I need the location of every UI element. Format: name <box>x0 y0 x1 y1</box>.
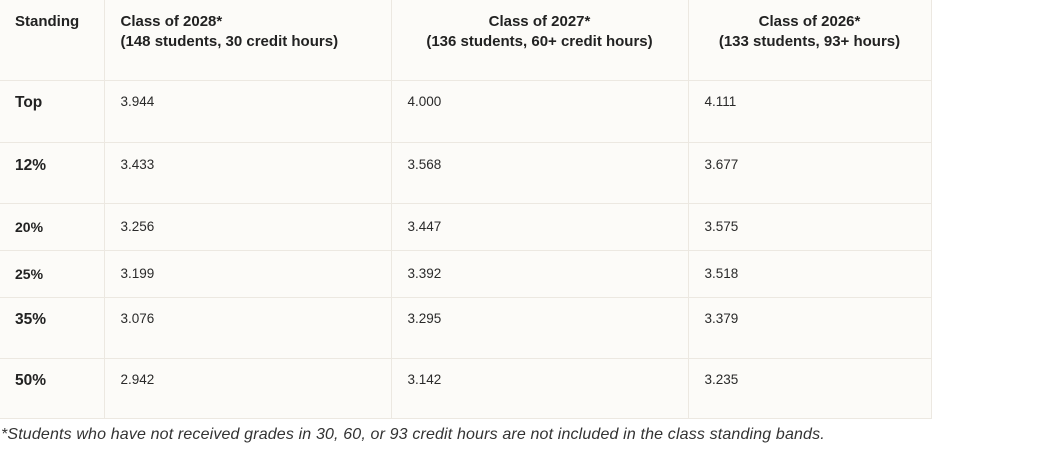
gpa-value: 3.379 <box>704 310 739 326</box>
gpa-cell-2026: 3.518 <box>687 249 932 298</box>
gpa-value: 3.568 <box>407 156 442 172</box>
class-standing-table-container: Standing Class of 2028* (148 students, 3… <box>0 0 932 419</box>
header-class-2027-subtitle: (136 students, 60+ credit hours) <box>426 33 653 50</box>
gpa-value: 3.199 <box>120 265 155 281</box>
standing-cell: 12% <box>0 141 105 204</box>
gpa-cell-2028: 3.433 <box>103 141 392 204</box>
gpa-value: 3.518 <box>704 265 739 281</box>
gpa-cell-2026: 3.677 <box>687 141 932 204</box>
standing-cell: 20% <box>0 202 105 251</box>
gpa-value: 3.575 <box>704 218 739 234</box>
gpa-value: 3.295 <box>407 310 442 326</box>
standing-label: 20% <box>15 218 44 235</box>
gpa-value: 4.111 <box>704 93 737 109</box>
gpa-cell-2026: 3.235 <box>687 357 932 419</box>
gpa-cell-2027: 3.568 <box>390 141 689 204</box>
gpa-cell-2027: 3.142 <box>390 357 689 419</box>
table-footnote: *Students who have not received grades i… <box>1 426 825 443</box>
gpa-cell-2028: 3.199 <box>103 249 392 298</box>
gpa-value: 3.392 <box>407 265 442 281</box>
table-header-row: Standing Class of 2028* (148 students, 3… <box>0 0 932 81</box>
gpa-cell-2026: 3.379 <box>687 296 932 359</box>
gpa-cell-2026: 3.575 <box>687 202 932 251</box>
gpa-cell-2026: 4.111 <box>687 80 932 143</box>
gpa-cell-2027: 3.392 <box>390 249 689 298</box>
header-class-2028-title: Class of 2028* <box>120 13 223 30</box>
gpa-cell-2027: 3.295 <box>390 296 689 359</box>
gpa-value: 3.076 <box>120 310 155 326</box>
gpa-cell-2027: 3.447 <box>390 202 689 251</box>
gpa-value: 3.235 <box>704 371 739 387</box>
gpa-cell-2028: 2.942 <box>103 357 392 419</box>
table-row: 35% 3.076 3.295 3.379 <box>0 296 932 359</box>
standing-cell: 35% <box>0 296 105 359</box>
gpa-value: 3.256 <box>120 218 155 234</box>
table-row: 20% 3.256 3.447 3.575 <box>0 202 932 251</box>
standing-label: 35% <box>15 310 47 328</box>
header-class-2028-subtitle: (148 students, 30 credit hours) <box>120 33 339 50</box>
table-row: 50% 2.942 3.142 3.235 <box>0 357 932 419</box>
gpa-value: 3.142 <box>407 371 442 387</box>
gpa-cell-2028: 3.944 <box>103 80 392 143</box>
header-class-2028: Class of 2028* (148 students, 30 credit … <box>103 0 392 81</box>
gpa-cell-2027: 4.000 <box>390 80 689 143</box>
standing-cell: 50% <box>0 357 105 419</box>
header-class-2026: Class of 2026* (133 students, 93+ hours) <box>687 0 932 81</box>
table-row: Top 3.944 4.000 4.111 <box>0 80 932 143</box>
gpa-cell-2028: 3.256 <box>103 202 392 251</box>
header-class-2027-title: Class of 2027* <box>488 13 591 30</box>
table-row: 25% 3.199 3.392 3.518 <box>0 249 932 298</box>
gpa-value: 3.944 <box>120 93 155 109</box>
header-class-2027: Class of 2027* (136 students, 60+ credit… <box>390 0 689 81</box>
header-class-2026-title: Class of 2026* <box>758 13 861 30</box>
gpa-value: 3.447 <box>407 218 442 234</box>
standing-label: 12% <box>15 156 47 174</box>
header-standing: Standing <box>0 0 105 81</box>
class-standing-table: Standing Class of 2028* (148 students, 3… <box>0 0 932 419</box>
table-row: 12% 3.433 3.568 3.677 <box>0 141 932 204</box>
header-standing-label: Standing <box>15 13 80 30</box>
gpa-cell-2028: 3.076 <box>103 296 392 359</box>
gpa-value: 3.677 <box>704 156 739 172</box>
standing-label: 25% <box>15 265 44 282</box>
standing-cell: 25% <box>0 249 105 298</box>
standing-cell: Top <box>0 80 105 143</box>
standing-label: 50% <box>15 371 47 389</box>
standing-label: Top <box>15 93 43 111</box>
header-class-2026-subtitle: (133 students, 93+ hours) <box>718 33 901 50</box>
gpa-value: 4.000 <box>407 93 442 109</box>
gpa-value: 3.433 <box>120 156 155 172</box>
gpa-value: 2.942 <box>120 371 155 387</box>
